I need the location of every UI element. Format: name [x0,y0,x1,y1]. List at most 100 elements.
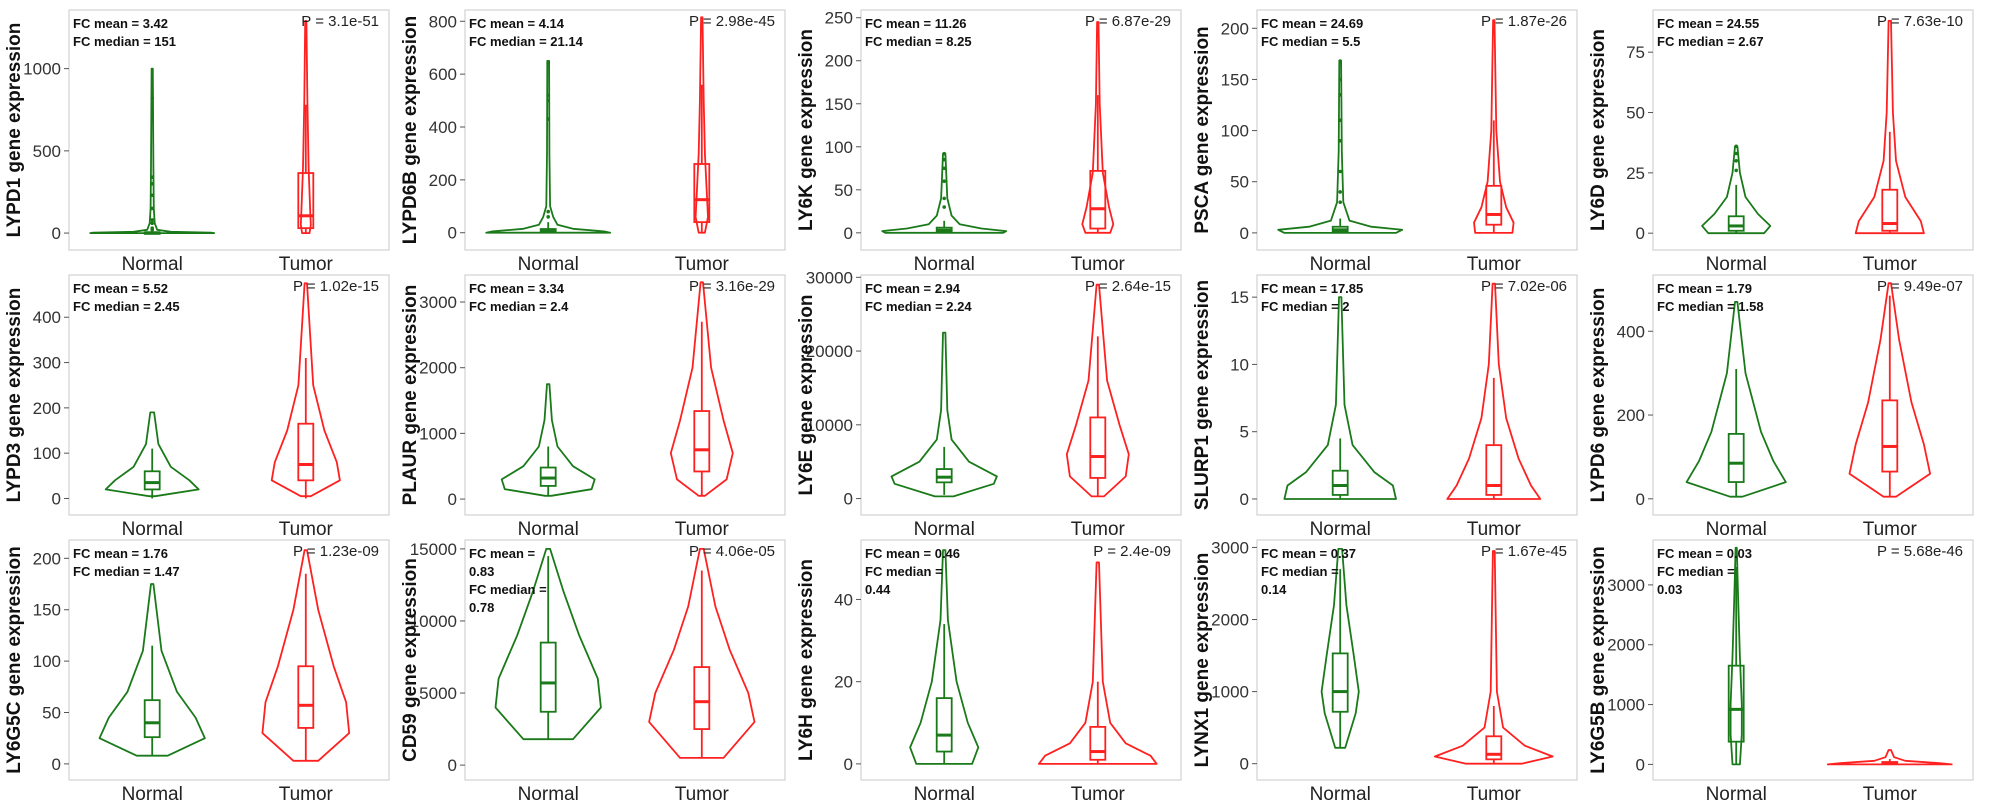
iqr-box [1727,215,1745,232]
y-tick-label: 1000 [1607,696,1645,715]
violin-tumor [1434,550,1554,765]
panel-frame [68,9,390,251]
y-tick-label: 400 [1617,322,1645,341]
violin-outline [104,411,200,498]
p-value-label: P = 2.98e-45 [689,13,775,30]
panel-frame [1256,9,1578,251]
outlier-point [1338,139,1342,143]
y-tick-label: 150 [1221,70,1249,89]
panel-ly6d: 0 25 50 75 LY6D gene expression Normal Tumor P … [1588,9,1974,275]
panel-frame [1256,274,1578,516]
y-axis-label: LY6D gene expression [1588,29,1609,231]
fc-annotation: FC median = 5.5 [1261,34,1360,49]
violin-normal [494,548,602,741]
violin-outline [1826,749,1953,766]
violin-outline [1277,60,1404,234]
fc-annotation: FC median = 151 [73,34,176,49]
violin-outline [1081,21,1115,234]
y-tick-label: 2000 [1211,611,1249,630]
y-tick-label: 100 [825,138,853,157]
violin-outline [694,16,709,234]
x-category-label: Normal [1310,254,1371,275]
violin-tumor [648,548,756,759]
y-tick-label: 0 [52,224,61,243]
violin-outline [1065,283,1130,498]
outlier-point [150,96,154,101]
y-tick-label: 2000 [1607,636,1645,655]
fc-annotation: FC median = 1.47 [73,564,180,579]
panel-slurp1: 0 5 10 15 SLURP1 gene expression Normal Tumor P… [1192,274,1578,540]
panel-frame [860,539,1182,781]
outlier-point [546,117,550,121]
x-category-label: Tumor [1863,519,1918,540]
panel-ly6e: 0 10000 20000 30000 LY6E gene expression Norm… [796,268,1182,540]
fc-annotation: FC mean = 11.26 [865,16,967,31]
violin-normal [1320,548,1360,749]
violin-outline [1685,301,1787,498]
violin-outline [890,331,998,498]
iqr-box [1485,735,1503,761]
violin-normal [104,411,200,499]
y-tick-label: 600 [429,65,457,84]
y-tick-label: 200 [33,399,61,418]
y-axis-label: LY6K gene expression [796,29,817,231]
x-category-label: Tumor [675,784,730,803]
outlier-point [1338,59,1342,63]
y-tick-label: 0 [1636,755,1645,774]
fc-annotation: 0.44 [865,582,891,597]
outlier-point [150,226,154,230]
y-axis-label: LY6G5B gene expression [1588,546,1609,773]
fc-annotation: FC mean = 0.37 [1261,546,1356,561]
fc-annotation: 0.14 [1261,582,1287,597]
iqr-box [693,666,711,730]
outlier-point [1338,77,1342,82]
violin-normal [1277,59,1404,234]
y-axis-label: LYPD6 gene expression [1588,288,1609,503]
violin-outline [1283,296,1397,500]
fc-annotation: 0.03 [1657,582,1682,597]
x-category-label: Tumor [279,784,334,803]
p-value-label: P = 3.1e-51 [301,13,379,30]
x-category-label: Tumor [1467,519,1522,540]
violin-outline [494,548,602,741]
panel-ly6h: 0 20 40 LY6H gene expression Normal Tumor P = … [796,539,1182,805]
y-tick-label: 5 [1240,423,1249,442]
outlier-point [1338,169,1342,174]
p-value-label: P = 2.4e-09 [1093,543,1171,560]
iqr-box [1727,432,1745,483]
y-tick-label: 0 [844,224,853,243]
fc-annotation: FC mean = 0.03 [1657,546,1752,561]
outlier-point [1734,151,1738,156]
iqr-box [935,697,953,753]
p-value-label: P = 7.63e-10 [1877,13,1963,30]
violin-outline [98,583,206,757]
violin-tumor [1065,283,1130,498]
fc-annotation: FC mean = 3.42 [73,16,168,31]
panel-frame [464,539,786,781]
violin-normal [1701,144,1772,235]
outlier-point [150,193,154,198]
x-category-label: Normal [122,784,183,803]
x-category-label: Normal [914,784,975,803]
fc-annotation: FC mean = 17.85 [1261,281,1363,296]
y-tick-label: 3000 [1211,538,1249,557]
y-axis-label: SLURP1 gene expression [1192,280,1213,510]
outlier-point [1734,168,1738,173]
y-tick-label: 75 [1626,43,1645,62]
violin-tumor [261,549,351,762]
outlier-point [150,221,154,225]
violin-tumor [1848,282,1931,498]
p-value-label: P = 6.87e-29 [1085,13,1171,30]
p-value-label: P = 1.67e-45 [1481,543,1567,560]
violin-outline [1854,19,1925,235]
fc-annotation: 0.78 [469,600,494,615]
violin-tumor [1446,282,1542,500]
y-tick-label: 800 [429,12,457,31]
y-tick-label: 0 [844,755,853,774]
y-tick-label: 200 [33,549,61,568]
violin-normal [1727,546,1745,766]
p-value-label: P = 1.87e-26 [1481,13,1567,30]
violin-normal [890,331,998,498]
x-category-label: Tumor [1071,254,1126,275]
